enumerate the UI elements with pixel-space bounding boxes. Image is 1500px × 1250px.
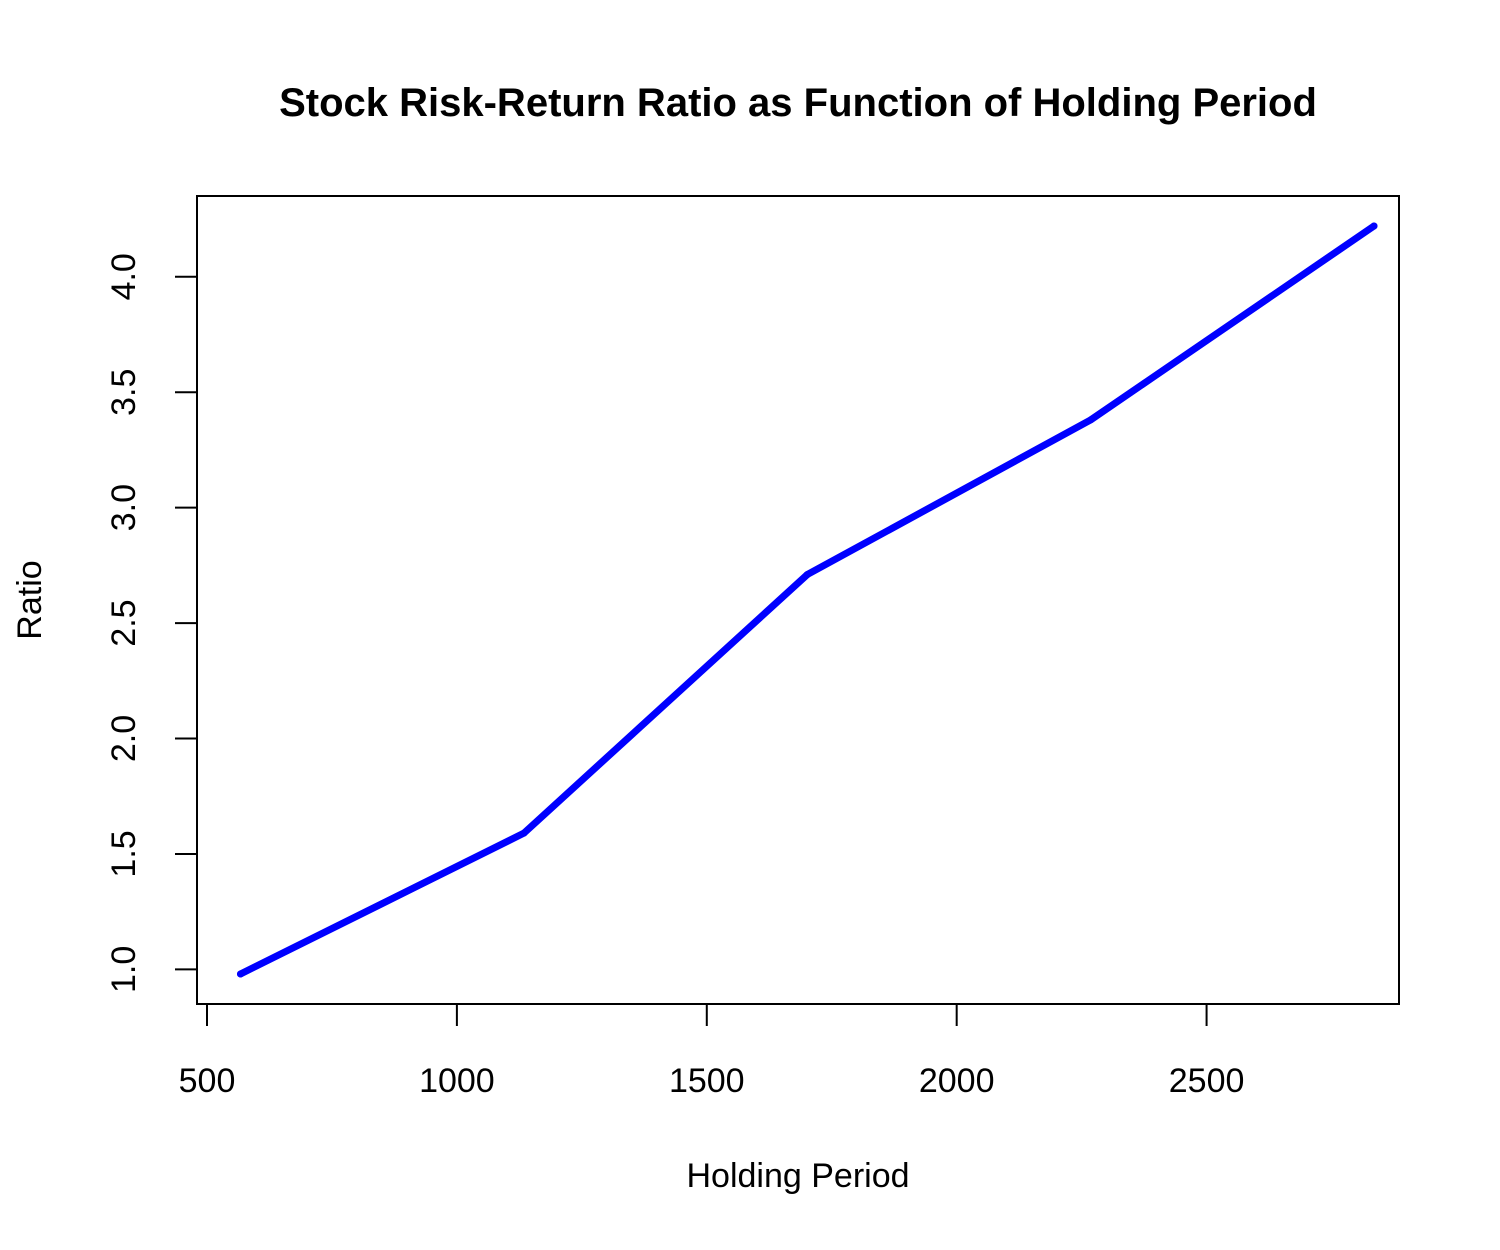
- series-point: [1370, 222, 1378, 230]
- series-point: [1087, 416, 1095, 424]
- y-axis: 1.0 1.5 2.0 2.5 3.0 3.5 4.0: [105, 253, 198, 993]
- x-tick-label: 2500: [1169, 1062, 1245, 1100]
- y-tick-label: 3.5: [105, 369, 143, 416]
- series-point: [803, 571, 811, 579]
- plot-frame: [196, 195, 1400, 1005]
- y-tick-label: 2.0: [105, 715, 143, 762]
- x-axis-label: Holding Period: [686, 1157, 909, 1195]
- series-line: [236, 222, 1378, 978]
- x-tick-label: 1500: [669, 1062, 745, 1100]
- y-axis-label: Ratio: [11, 560, 49, 639]
- y-tick-label: 3.0: [105, 484, 143, 531]
- y-tick-label: 1.5: [105, 830, 143, 877]
- x-axis: 500 1000 1500 2000 2500: [179, 1003, 1245, 1100]
- series-point: [236, 970, 244, 978]
- y-tick-label: 4.0: [105, 253, 143, 300]
- y-tick-label: 2.5: [105, 599, 143, 646]
- series-layer: [236, 222, 1378, 978]
- x-tick-label: 1000: [419, 1062, 495, 1100]
- x-tick-label: 500: [179, 1062, 236, 1100]
- series-point: [520, 829, 528, 837]
- y-tick-label: 1.0: [105, 946, 143, 993]
- x-tick-label: 2000: [919, 1062, 995, 1100]
- chart-title: Stock Risk-Return Ratio as Function of H…: [279, 81, 1317, 125]
